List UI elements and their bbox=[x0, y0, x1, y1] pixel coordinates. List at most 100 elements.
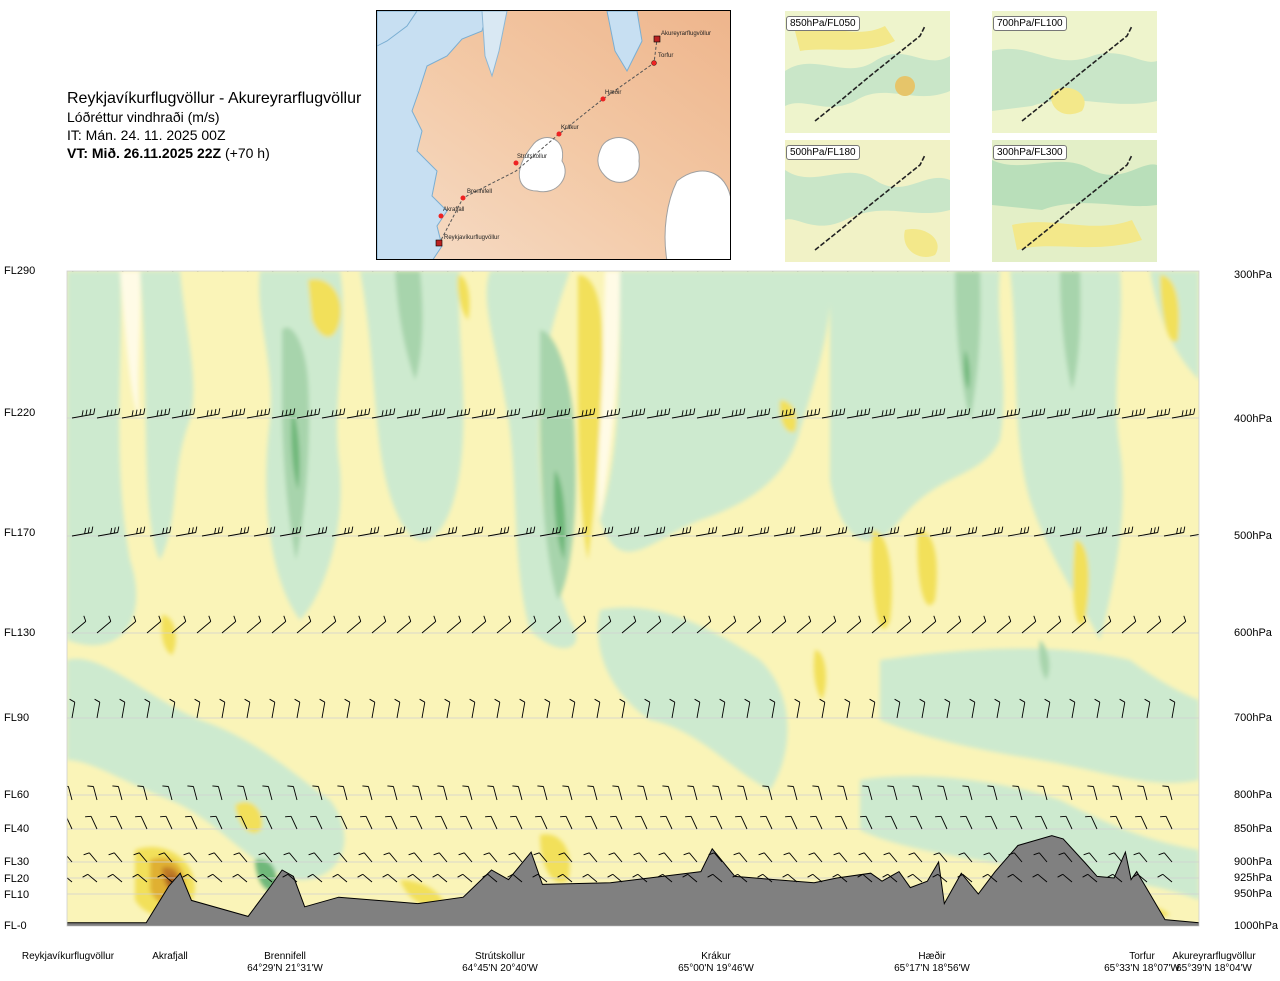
wind-barb-feather bbox=[861, 262, 862, 268]
wind-barb-feather bbox=[719, 698, 726, 703]
wind-barb-feather bbox=[340, 261, 341, 267]
wind-barb-shaft bbox=[297, 271, 300, 272]
wind-barb-shaft bbox=[797, 271, 800, 272]
fl-label: FL10 bbox=[4, 889, 30, 901]
wind-barb-feather bbox=[408, 852, 415, 856]
wind-barb-feather bbox=[422, 527, 425, 534]
wind-barb-feather bbox=[1115, 261, 1116, 267]
wind-barb-shaft bbox=[1046, 702, 1051, 719]
wind-barb-feather bbox=[1065, 261, 1066, 267]
wind-barb-feather bbox=[560, 815, 567, 818]
issue-time: IT: Mán. 24. 11. 2025 00Z bbox=[67, 127, 226, 143]
wind-barb-feather bbox=[637, 785, 644, 787]
wind-barb-feather bbox=[608, 615, 612, 622]
wind-barb-shaft bbox=[417, 786, 423, 801]
wind-barb-feather bbox=[1040, 261, 1041, 267]
wind-barb-feather bbox=[314, 408, 317, 415]
wind-barb-feather bbox=[258, 615, 262, 622]
wind-barb-shaft bbox=[121, 702, 126, 719]
inset-route-line bbox=[814, 154, 926, 251]
wind-barb-feather bbox=[269, 261, 270, 267]
wind-barb-feather bbox=[997, 527, 1000, 534]
waypoint-coord: 64°29'N 21°31'W bbox=[247, 963, 323, 974]
wind-barb-shaft bbox=[517, 786, 523, 801]
wind-barb-feather bbox=[658, 615, 662, 622]
wind-barb-feather bbox=[782, 873, 789, 878]
wind-barb-feather bbox=[385, 409, 388, 416]
wind-barb-feather bbox=[786, 262, 787, 268]
wind-barb-feather bbox=[610, 409, 613, 416]
wind-barb-feather bbox=[664, 408, 667, 415]
wind-barb-feather bbox=[1135, 409, 1138, 416]
wind-barb-shaft bbox=[821, 621, 837, 634]
waypoint-marker bbox=[513, 160, 519, 166]
inset-map bbox=[785, 140, 950, 262]
wind-barb-shaft bbox=[171, 621, 187, 634]
waypoint-name: Strútskollur bbox=[474, 951, 525, 962]
wind-barb-feather bbox=[763, 527, 766, 534]
wind-barb-shaft bbox=[197, 271, 200, 272]
wind-barb-shaft bbox=[722, 271, 725, 272]
pressure-label: 400hPa bbox=[1234, 413, 1272, 425]
wind-barb-feather bbox=[643, 408, 646, 415]
wind-barb-feather bbox=[894, 261, 895, 267]
wind-barb-feather bbox=[81, 410, 84, 417]
wind-barb-shaft bbox=[513, 852, 523, 863]
wind-barb-shaft bbox=[662, 873, 673, 883]
wind-barb-feather bbox=[212, 785, 219, 787]
wind-barb-shaft bbox=[371, 621, 387, 634]
wind-barb-shaft bbox=[721, 702, 726, 719]
wind-barb-shaft bbox=[371, 702, 376, 719]
wind-barb-feather bbox=[593, 408, 596, 415]
wind-barb-feather bbox=[370, 527, 373, 534]
wind-barb-shaft bbox=[812, 873, 823, 883]
wind-barb-feather bbox=[916, 527, 919, 534]
wind-barb-feather bbox=[294, 698, 301, 703]
wind-barb-feather bbox=[510, 815, 517, 818]
wind-barb-feather bbox=[1012, 785, 1019, 787]
wind-barb-shaft bbox=[1138, 852, 1148, 863]
wind-barb-shaft bbox=[446, 621, 462, 634]
wind-barb-feather bbox=[319, 261, 320, 267]
wind-barb-feather bbox=[260, 409, 263, 416]
wind-barb-feather bbox=[758, 615, 762, 622]
inset-850hpa: 850hPa/FL050 bbox=[785, 11, 950, 133]
inset-descent-area bbox=[904, 229, 938, 258]
ascent-moderate-area bbox=[1060, 271, 1081, 390]
waypoint-coord: 65°00'N 19°46'W bbox=[678, 963, 754, 974]
ascent-weak-area bbox=[486, 271, 577, 649]
wind-barb-feather bbox=[307, 263, 308, 269]
wind-barb-shaft bbox=[140, 816, 148, 830]
wind-barb-feather bbox=[604, 527, 607, 534]
wind-barb-shaft bbox=[1121, 621, 1137, 634]
wind-barb-shaft bbox=[615, 816, 623, 830]
wind-barb-feather bbox=[741, 526, 744, 533]
wind-barb-shaft bbox=[1092, 786, 1098, 801]
wind-barb-feather bbox=[989, 408, 992, 415]
wind-barb-feather bbox=[594, 261, 595, 267]
wind-barb-shaft bbox=[796, 621, 812, 634]
wind-barb-feather bbox=[194, 698, 201, 703]
wind-barb-feather bbox=[164, 408, 167, 415]
wind-barb-feather bbox=[583, 852, 590, 856]
wind-barb-feather bbox=[419, 261, 420, 267]
inset-label: 500hPa/FL180 bbox=[786, 145, 860, 160]
wind-barb-feather bbox=[1101, 527, 1104, 534]
pressure-label: 500hPa bbox=[1234, 530, 1272, 542]
fl-label: FL60 bbox=[4, 789, 30, 801]
wind-barb-feather bbox=[239, 408, 242, 415]
wind-barb-feather bbox=[389, 408, 392, 415]
wind-barb-feather bbox=[85, 409, 88, 416]
wind-barb-shaft bbox=[713, 852, 723, 863]
wind-barb-feather bbox=[687, 785, 694, 787]
wind-barb-feather bbox=[369, 261, 370, 267]
wind-barb-shaft bbox=[90, 816, 98, 830]
wind-barb-feather bbox=[836, 262, 837, 268]
wind-barb-feather bbox=[536, 262, 537, 268]
wind-barb-feather bbox=[994, 261, 995, 267]
inset-ascent-area bbox=[785, 170, 950, 226]
wind-barb-feather bbox=[987, 785, 994, 787]
wind-barb-shaft bbox=[213, 852, 223, 863]
waypoint-coord: 65°33'N 18°07'W bbox=[1104, 963, 1180, 974]
ascent-strong-area bbox=[255, 859, 277, 891]
